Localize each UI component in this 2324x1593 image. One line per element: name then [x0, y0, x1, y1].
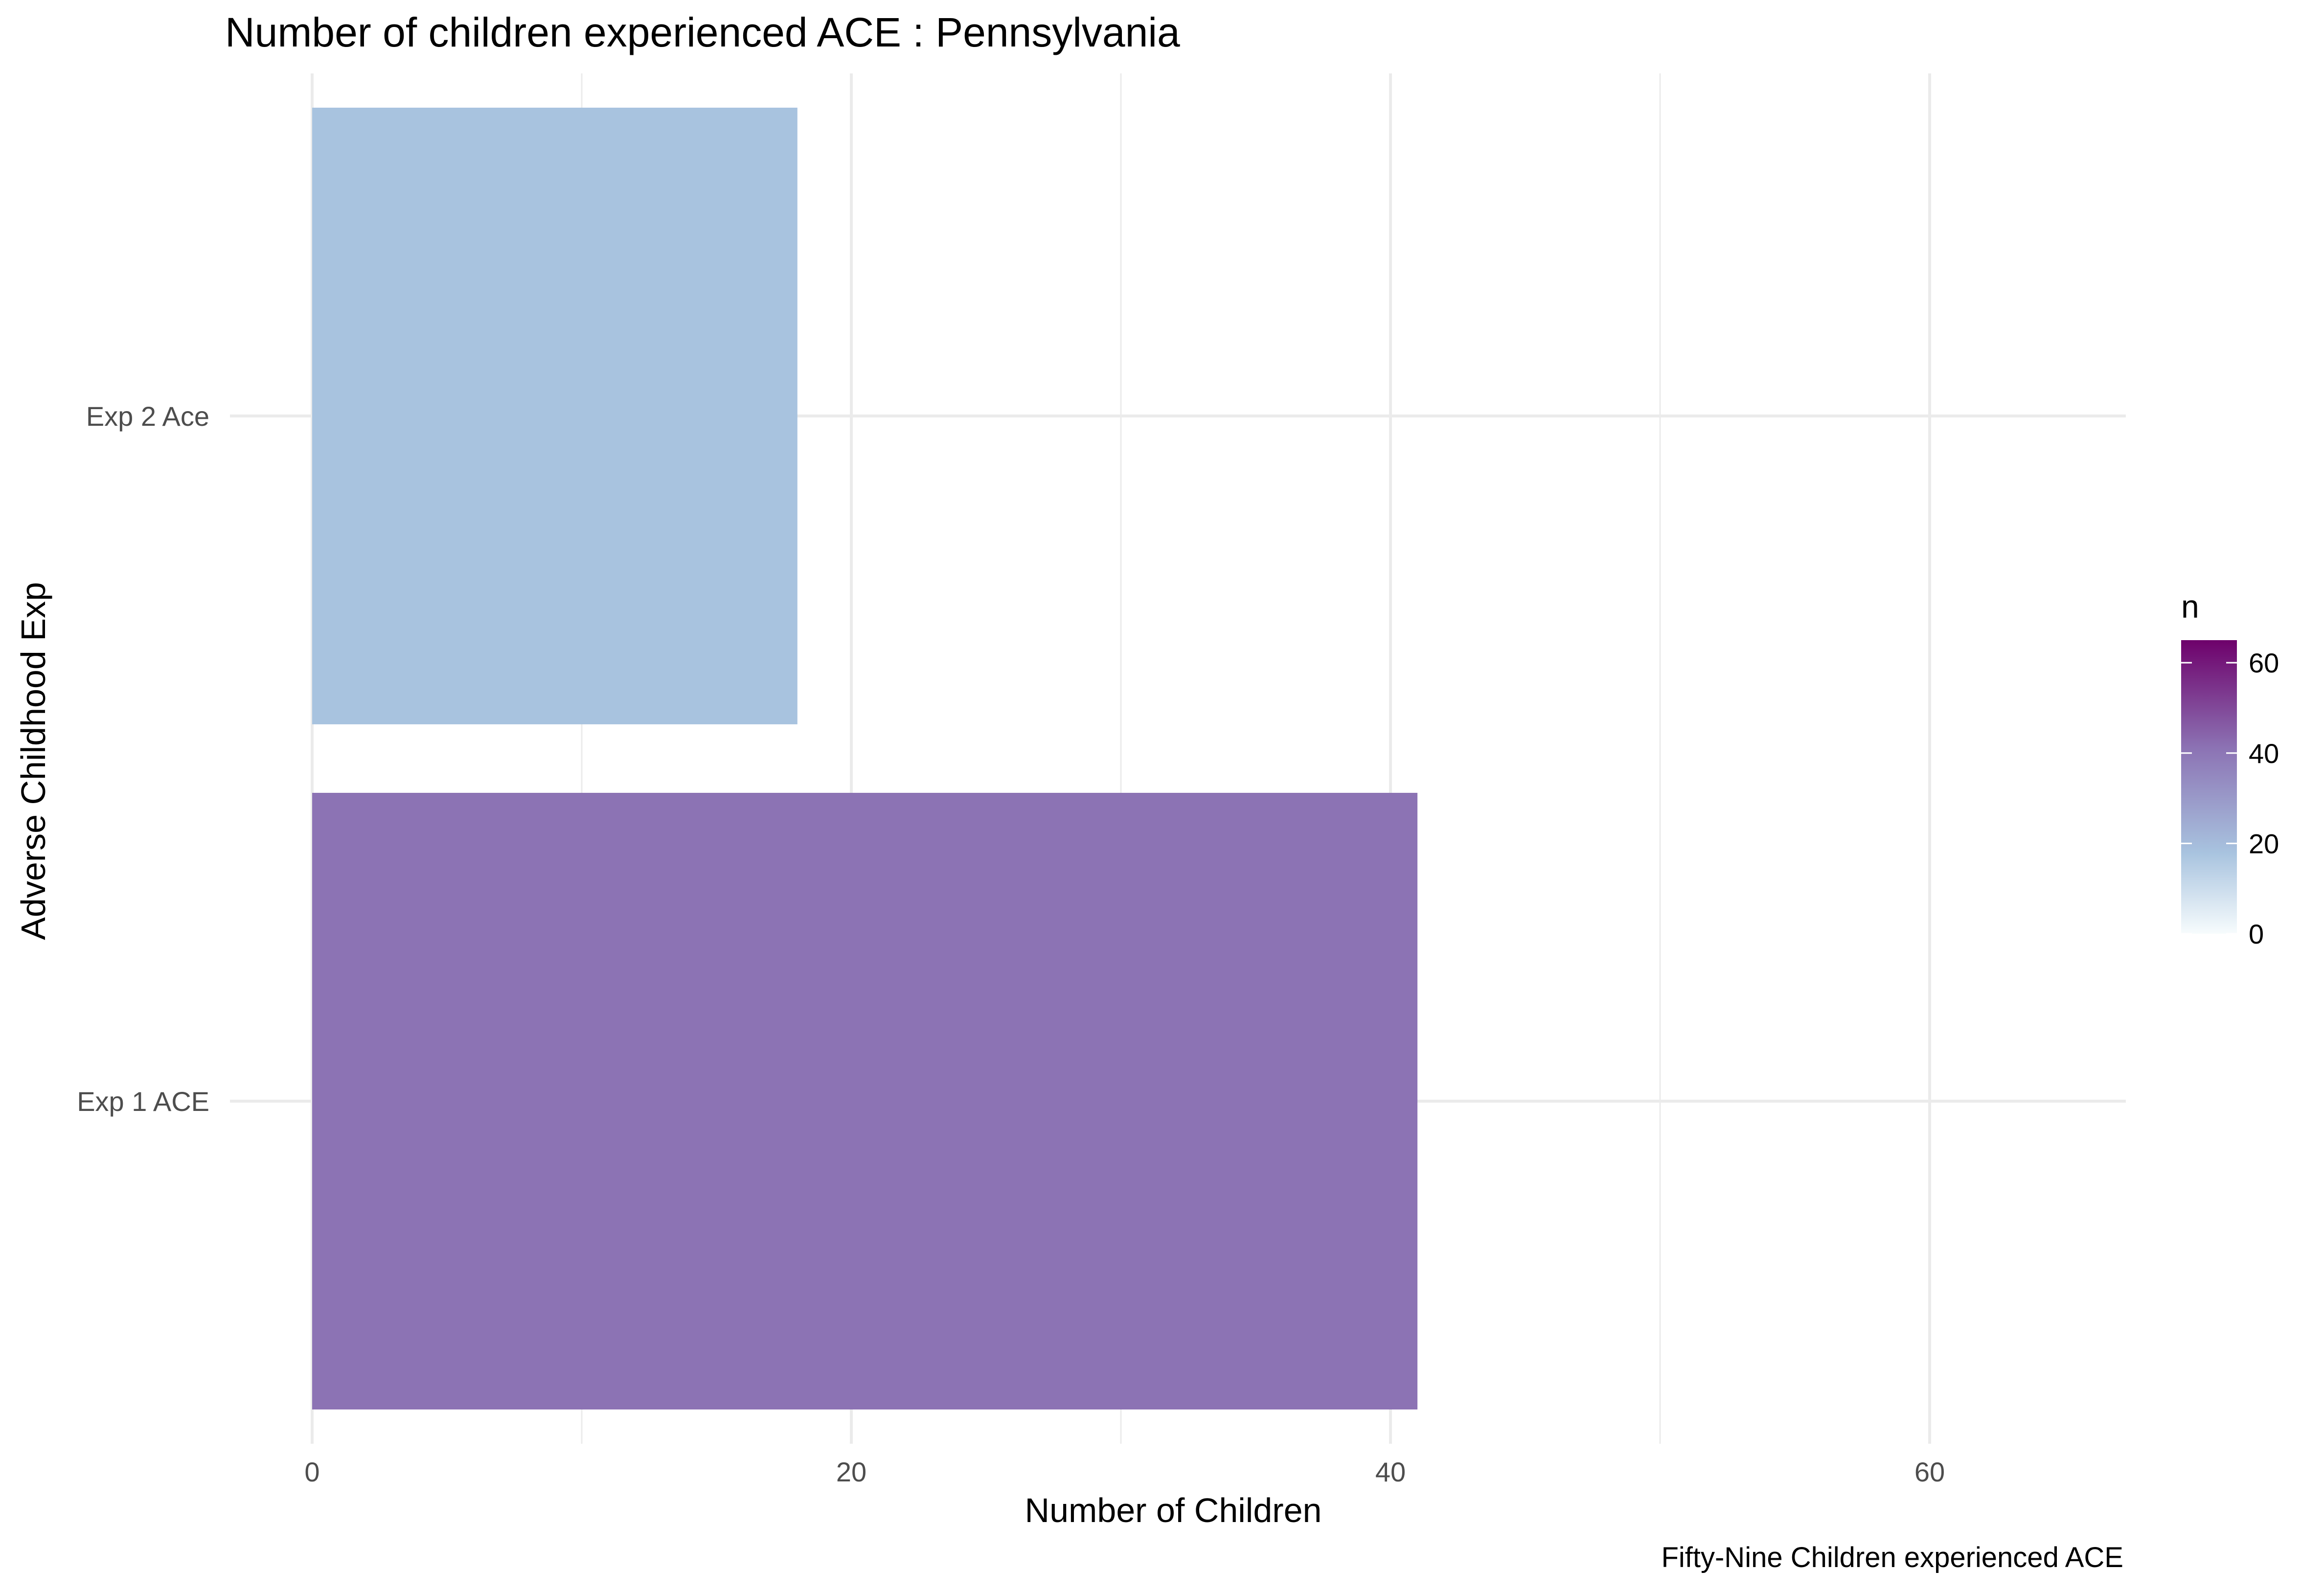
- x-tick-label: 20: [836, 1456, 866, 1487]
- x-tick-label: 0: [304, 1456, 319, 1487]
- y-tick-label: Exp 2 Ace: [86, 401, 209, 432]
- x-tick-label: 60: [1914, 1456, 1945, 1487]
- legend: n 0 20 40 60: [2181, 588, 2279, 949]
- legend-title: n: [2181, 588, 2199, 624]
- y-axis-title: Adverse Childhood Exp: [14, 582, 52, 940]
- colorbar: [2181, 640, 2237, 934]
- bars: [312, 108, 1418, 1409]
- x-axis-title: Number of Children: [1025, 1491, 1322, 1529]
- axes: 0 20 40 60 Exp 1 ACE Exp 2 Ace: [77, 401, 1945, 1487]
- bar-exp-1-ace: [312, 793, 1418, 1409]
- chart-title: Number of children experienced ACE : Pen…: [225, 9, 1180, 55]
- colorbar-tick-label: 0: [2249, 919, 2264, 949]
- colorbar-tick-label: 60: [2249, 647, 2279, 678]
- x-tick-label: 40: [1375, 1456, 1406, 1487]
- bar-exp-2-ace: [312, 108, 797, 724]
- y-tick-label: Exp 1 ACE: [77, 1086, 209, 1117]
- chart-caption: Fifty-Nine Children experienced ACE: [1661, 1542, 2123, 1573]
- colorbar-tick-label: 40: [2249, 738, 2279, 769]
- colorbar-tick-label: 20: [2249, 828, 2279, 859]
